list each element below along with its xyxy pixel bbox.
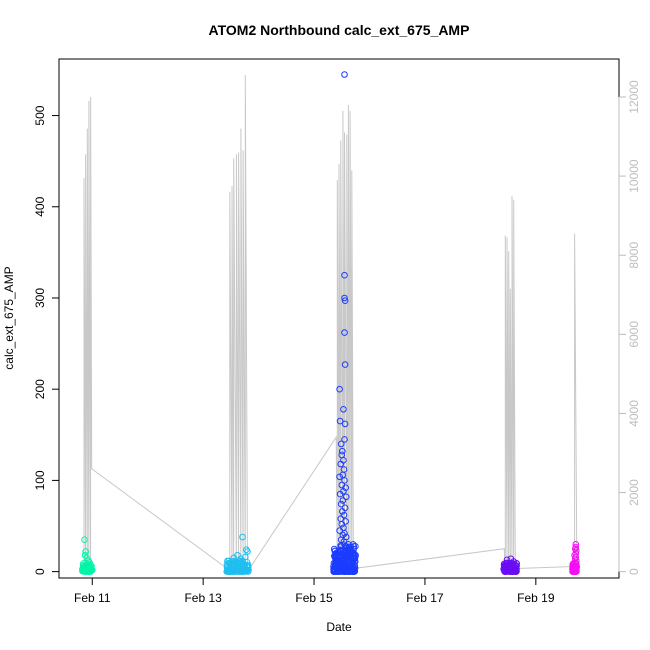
data-point <box>80 560 87 567</box>
data-point <box>336 527 343 534</box>
data-point <box>339 447 346 455</box>
data-point <box>341 271 348 279</box>
data-point <box>233 559 241 566</box>
data-point <box>342 518 350 525</box>
data-point <box>330 568 338 575</box>
data-point <box>341 71 348 78</box>
data-point <box>340 406 347 413</box>
series-1 <box>79 536 96 575</box>
data-point <box>337 460 345 468</box>
data-point <box>232 560 239 568</box>
data-point <box>341 294 348 302</box>
data-point <box>236 565 243 572</box>
data-point <box>237 555 245 563</box>
data-point <box>223 568 230 575</box>
secondary-line-layer <box>83 75 578 574</box>
series-4 <box>500 555 520 575</box>
y-axis-label: calc_ext_675_AMP <box>2 266 16 369</box>
data-point <box>340 511 348 519</box>
y-tick-label: 0 <box>33 568 47 575</box>
y-tick-label: 200 <box>33 379 47 399</box>
data-point <box>573 557 580 565</box>
data-point <box>336 417 344 425</box>
data-point <box>242 553 249 561</box>
data-point <box>343 551 350 559</box>
data-point <box>341 436 348 443</box>
x-tick-label: Feb 19 <box>517 591 555 605</box>
x-tick-label: Feb 13 <box>184 591 222 605</box>
y-tick-label: 300 <box>33 288 47 308</box>
data-point <box>505 566 513 574</box>
x-tick-label: Feb 11 <box>74 591 111 605</box>
data-point <box>339 508 346 515</box>
data-point <box>338 520 346 528</box>
y2-tick-label: 10000 <box>627 159 641 193</box>
x-tick-label: Feb 15 <box>295 591 333 605</box>
data-point <box>336 385 343 393</box>
points-layer <box>79 71 580 575</box>
y2-tick-label: 12000 <box>627 80 641 114</box>
data-point <box>336 562 343 569</box>
data-point <box>340 524 347 532</box>
data-point <box>336 473 343 481</box>
series-2 <box>223 533 252 575</box>
data-point <box>335 549 342 556</box>
data-point <box>337 500 345 508</box>
data-point <box>569 563 576 570</box>
data-point <box>341 361 349 368</box>
data-point <box>503 556 511 564</box>
y-tick-label: 100 <box>33 470 47 490</box>
data-point <box>341 530 348 537</box>
data-point <box>85 567 93 574</box>
series-5 <box>569 541 580 575</box>
data-point <box>230 554 237 562</box>
y-tick-label: 400 <box>33 196 47 216</box>
data-point <box>341 297 349 305</box>
y2-tick-label: 4000 <box>627 400 641 427</box>
data-point <box>341 420 349 428</box>
data-point <box>81 536 88 544</box>
data-point <box>336 490 344 498</box>
chart-title: ATOM2 Northbound calc_ext_675_AMP <box>209 22 470 38</box>
data-point <box>337 440 345 448</box>
x-axis-label: Date <box>326 620 352 634</box>
data-point <box>346 566 354 574</box>
y2-tick-label: 6000 <box>627 321 641 348</box>
data-point <box>239 533 246 541</box>
data-point <box>345 541 352 548</box>
data-point <box>572 541 580 548</box>
data-point <box>502 567 509 575</box>
data-point <box>509 567 517 575</box>
data-point <box>341 329 348 336</box>
series-3 <box>330 71 359 575</box>
data-point <box>512 566 520 573</box>
data-point <box>339 497 347 504</box>
y-tick-label: 500 <box>33 105 47 125</box>
data-point <box>339 567 347 574</box>
y2-tick-label: 0 <box>627 568 641 575</box>
data-point <box>238 566 245 574</box>
axes-layer: Feb 11 Feb 13 Feb 15 Feb 17 Feb 19 0 100 200 300… <box>33 80 641 605</box>
data-point <box>241 568 249 575</box>
data-point <box>331 547 339 555</box>
data-point <box>352 551 359 559</box>
data-point <box>82 548 89 555</box>
data-point <box>332 561 340 569</box>
data-point <box>350 557 357 565</box>
y2-tick-label: 8000 <box>627 242 641 269</box>
x-tick-label: Feb 17 <box>406 591 444 605</box>
data-point <box>513 562 520 570</box>
data-point <box>569 565 577 573</box>
y2-tick-label: 2000 <box>627 479 641 506</box>
data-point <box>86 559 93 566</box>
secondary-series-line <box>83 75 578 574</box>
data-point <box>350 566 358 574</box>
data-point <box>244 548 251 555</box>
data-point <box>342 493 350 501</box>
